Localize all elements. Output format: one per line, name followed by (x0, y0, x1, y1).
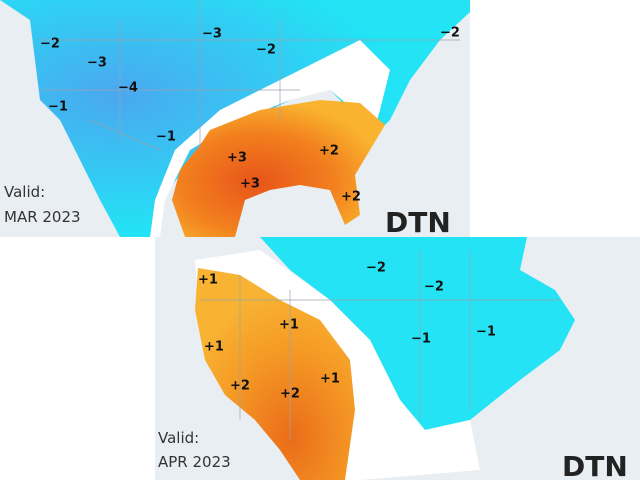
anomaly-label: −1 (48, 100, 68, 115)
anomaly-label: −1 (156, 130, 176, 145)
anomaly-label: +2 (319, 144, 339, 159)
anomaly-label: +3 (227, 151, 247, 166)
logo: DTN (562, 450, 628, 480)
valid-date: APR 2023 (158, 453, 231, 471)
anomaly-label: +1 (204, 340, 224, 355)
anomaly-label: −3 (87, 56, 107, 71)
valid-label: Valid: (4, 183, 45, 201)
anomaly-label: +3 (240, 177, 260, 192)
anomaly-label: +1 (198, 273, 218, 288)
anomaly-label: −2 (40, 37, 60, 52)
anomaly-label: −1 (476, 325, 496, 340)
anomaly-label: −2 (366, 261, 386, 276)
anomaly-label: −4 (118, 81, 138, 96)
anomaly-label: +1 (320, 372, 340, 387)
warm-area (172, 100, 385, 237)
logo: DTN (385, 206, 451, 239)
state-borders (40, 0, 460, 151)
neutral-band (150, 40, 390, 237)
panel-march: −2 −3 −4 −1 −3 −2 −2 −1 +3 +2 +3 +2 Valid: MAR 2023… (0, 0, 470, 239)
anomaly-label: +2 (341, 190, 361, 205)
panel-april: +1 −2 −2 +1 +1 −1 −1 +1 +2 +2 Valid: APR 2023 DTN (155, 237, 640, 480)
anomaly-label: +2 (230, 379, 250, 394)
state-borders (200, 250, 560, 440)
anomaly-label: +2 (280, 387, 300, 402)
anomaly-label: −1 (411, 332, 431, 347)
cold-area (260, 237, 575, 430)
anomaly-label: −2 (424, 280, 444, 295)
warm-area (195, 268, 355, 480)
valid-date: MAR 2023 (4, 208, 81, 226)
anomaly-label: −2 (440, 26, 460, 41)
valid-label: Valid: (158, 429, 199, 447)
anomaly-label: −2 (256, 43, 276, 58)
anomaly-label: +1 (279, 318, 299, 333)
anomaly-label: −3 (202, 27, 222, 42)
